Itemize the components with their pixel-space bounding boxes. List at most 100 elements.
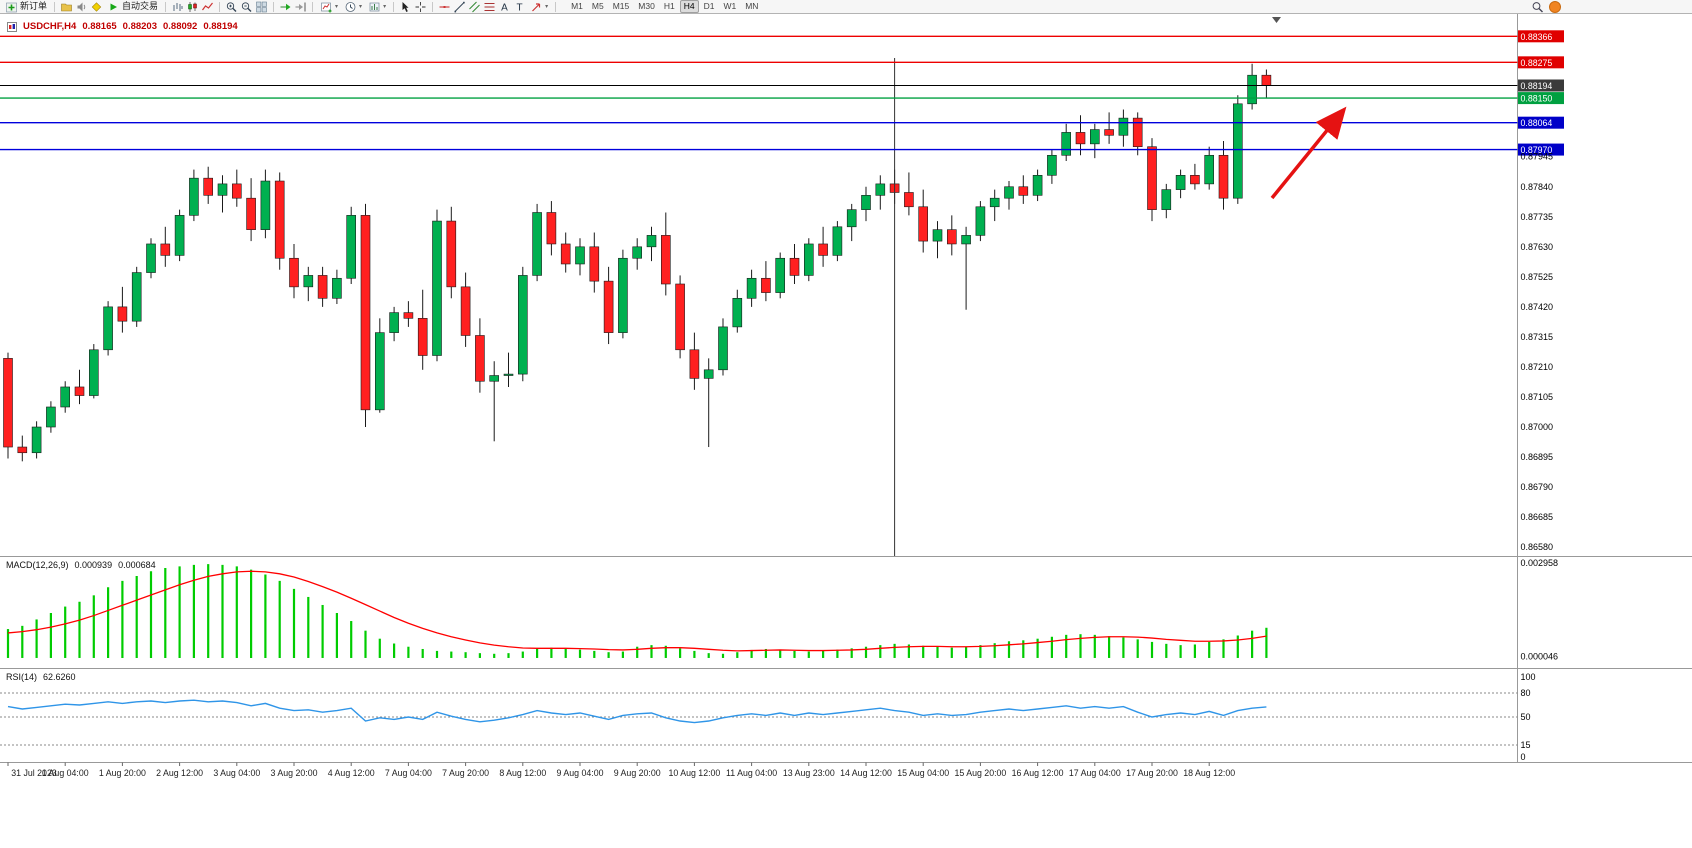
candle [1261,74,1272,86]
alerts-icon[interactable] [75,1,88,13]
notification-badge[interactable] [1549,0,1561,13]
templates-dropdown[interactable]: ▾ [366,0,388,13]
price-tick: 0.86895 [1521,452,1554,462]
price-axis: 0.87945 0.87840 0.87735 0.87630 0.87525 0.874… [1521,152,1554,552]
candle [1233,103,1243,199]
arrow-tool-icon [532,2,541,11]
rsi-tick: 0 [1521,752,1526,762]
candle [1004,186,1014,199]
candle [589,246,600,282]
toolbar-separator [393,1,395,12]
new-chart-dropdown[interactable]: ▾ [318,0,340,13]
time-tick: 7 Aug 20:00 [442,768,489,778]
candlestick-chart-icon[interactable] [186,1,199,13]
candle [489,375,500,382]
channel-tool-icon[interactable] [468,1,481,13]
zoom-out-icon[interactable] [240,1,253,13]
candle [1190,175,1200,185]
toolbar-separator [432,1,434,12]
dropdown-caret: ▾ [359,3,363,10]
candle [74,386,85,396]
horizontal-line-tool-icon[interactable] [438,1,451,13]
candle [904,192,914,208]
dropdown-caret: ▾ [335,3,339,10]
crosshair-icon[interactable] [414,1,427,13]
editor-icon[interactable] [90,1,103,13]
fibonacci-tool-icon[interactable] [483,1,496,13]
rsi-indicator-label: RSI(14) 62.6260 [6,672,76,682]
cursor-icon[interactable] [399,1,412,13]
text-tool-icon[interactable]: A [498,1,511,13]
timeframe-M15[interactable]: M15 [612,1,630,11]
timeframe-H1[interactable]: H1 [663,1,675,11]
candle [1147,146,1157,210]
arrows-dropdown[interactable]: ▾ [528,0,550,13]
price-line-label-text: 0.88366 [1521,32,1553,42]
price-tick: 0.87210 [1521,362,1554,372]
candle [1247,74,1257,105]
new-chart-icon [321,2,332,12]
trend-arrow[interactable] [1270,106,1347,200]
price-tick: 0.87735 [1521,212,1554,222]
price-tick: 0.87000 [1521,422,1554,432]
candle [31,426,42,454]
candle [575,246,585,265]
candle [475,335,485,382]
trendline-tool-icon[interactable] [453,1,466,13]
line-chart-icon[interactable] [201,1,214,13]
candle [317,275,328,299]
profiles-icon[interactable] [60,1,73,13]
price-tick: 0.87945 [1521,152,1554,162]
candle [17,446,28,454]
chart-shift-icon[interactable] [294,1,307,13]
search-icon[interactable] [1531,1,1544,13]
candle [818,243,828,256]
candle [46,406,56,428]
candle [131,272,142,322]
ohlc-low: 0.88092 [163,21,198,32]
candle [946,229,957,245]
tile-windows-icon[interactable] [255,1,268,13]
time-tick: 16 Aug 12:00 [1012,768,1064,778]
bar-chart-icon[interactable] [171,1,184,13]
price-tick: 0.87105 [1521,392,1554,402]
candle [861,195,871,210]
dropdown-caret: ▾ [383,3,387,10]
zoom-in-icon[interactable] [225,1,238,13]
candle [246,197,256,230]
timeframe-H4[interactable]: H4 [679,0,699,13]
autotrading-button[interactable]: 自动交易 [105,0,160,13]
candle [146,243,156,273]
label-tool-icon[interactable]: T [513,1,526,13]
timeframe-M5[interactable]: M5 [591,1,604,11]
svg-text:A: A [501,2,508,12]
candle [532,212,542,276]
rsi-tick: 50 [1521,712,1531,722]
candle [174,215,185,256]
timeframe-W1[interactable]: W1 [723,1,737,11]
timeframe-D1[interactable]: D1 [703,1,715,11]
autotrading-label: 自动交易 [122,1,159,11]
time-tick: 17 Aug 20:00 [1126,768,1178,778]
candle [189,177,199,216]
timeframe-M30[interactable]: M30 [638,1,655,11]
chart-area[interactable]: 0.88366 0.88275 0.88194 0.88150 0.88064 0.879… [0,14,1692,848]
price-tick: 0.87630 [1521,242,1554,252]
macd-signal-line [7,570,1267,652]
ohlc-close: 0.88194 [203,21,238,32]
periods-dropdown[interactable]: ▾ [342,0,364,13]
time-tick: 9 Aug 04:00 [557,768,604,778]
macd-max-label: 0.002958 [1521,558,1559,568]
timeframe-M1[interactable]: M1 [571,1,583,11]
macd-name: MACD(12,26,9) [6,560,69,570]
candle [746,277,757,299]
template-icon [369,2,380,11]
auto-scroll-icon[interactable] [279,1,292,13]
candle [689,349,700,379]
candle [732,297,743,328]
timeframe-MN[interactable]: MN [745,1,759,11]
new-order-button[interactable]: 新订单 [3,0,49,13]
time-tick: 15 Aug 04:00 [897,768,949,778]
candle [832,226,843,256]
